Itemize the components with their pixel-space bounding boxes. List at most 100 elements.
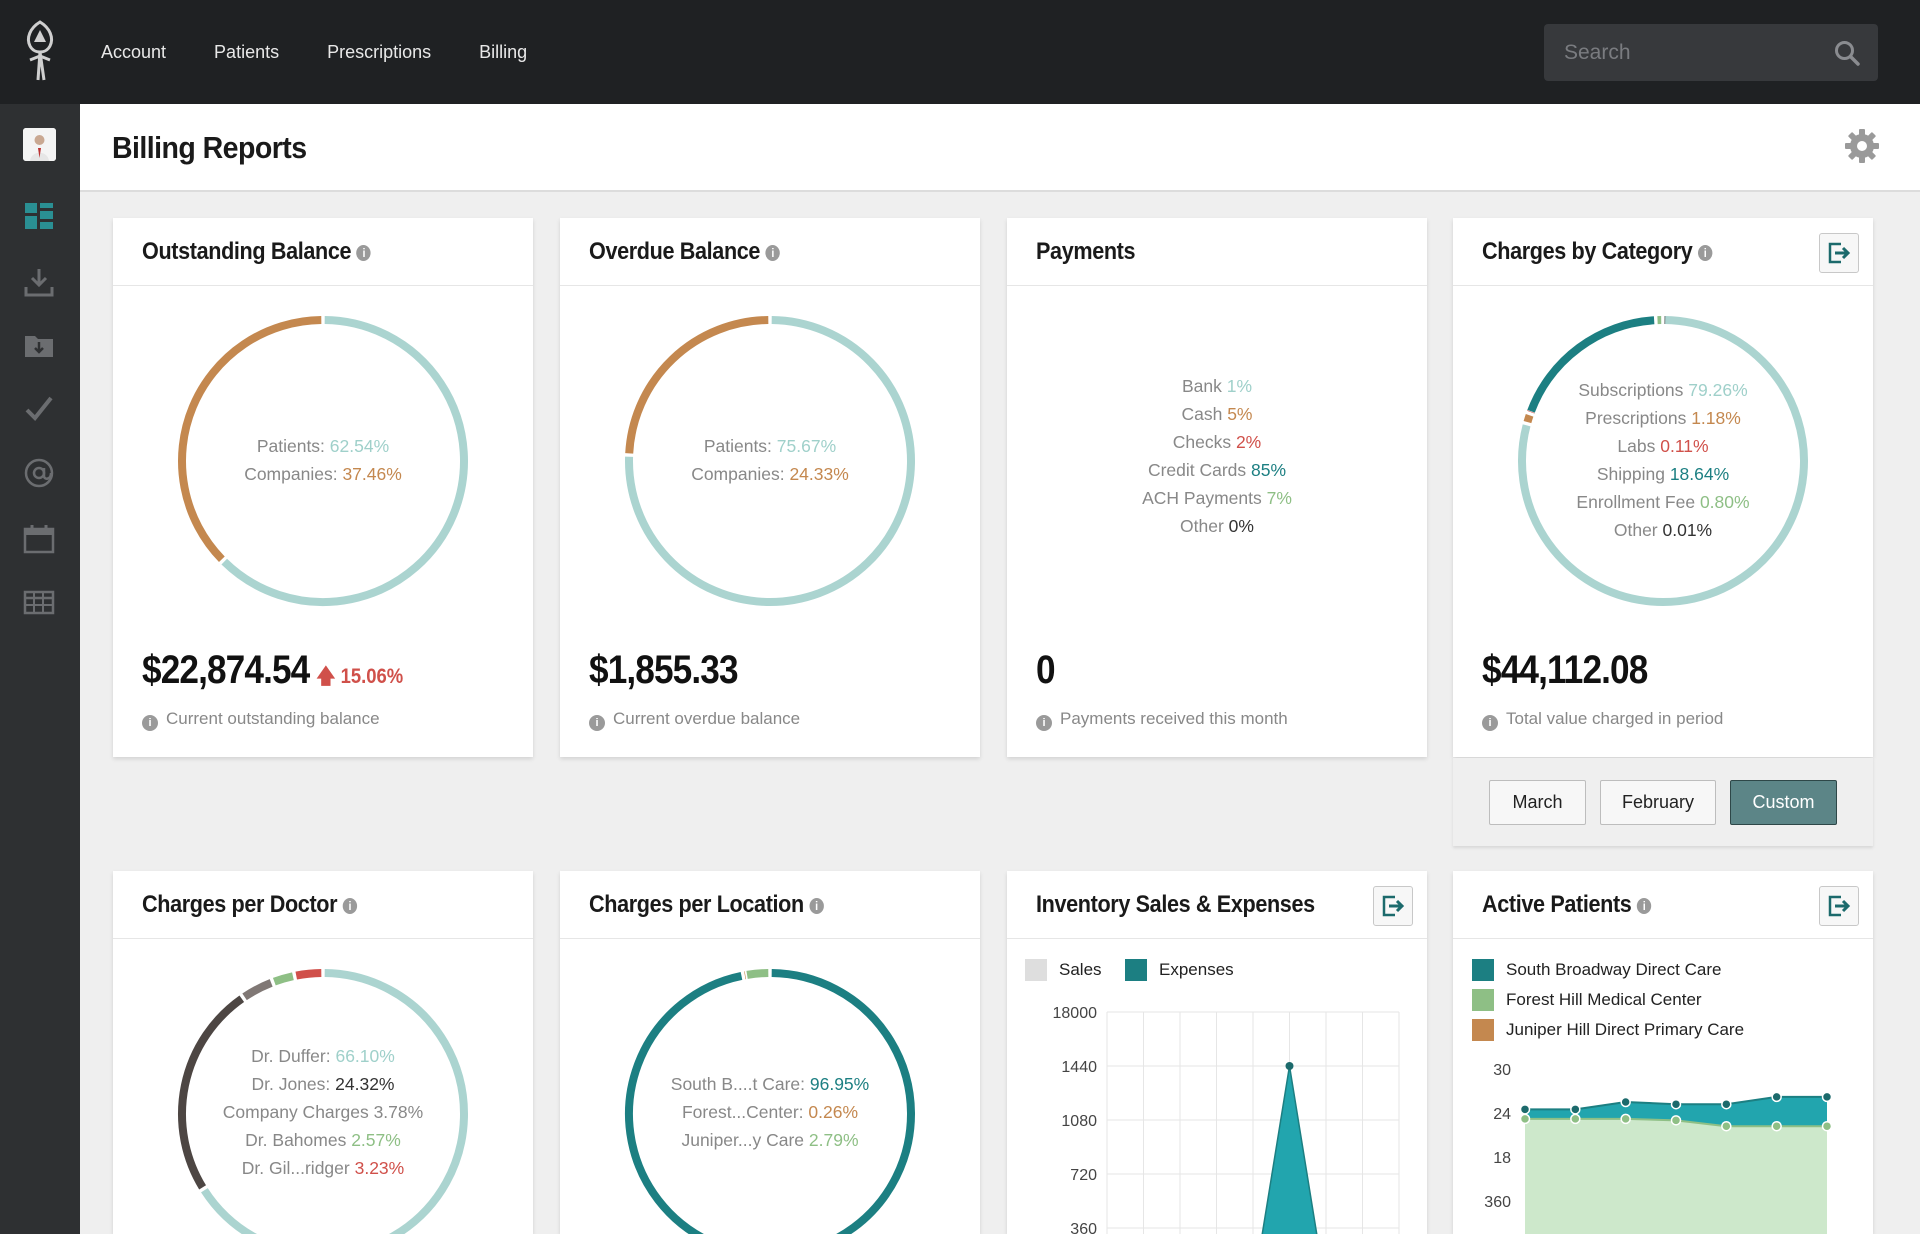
legend-item-sales[interactable]: Sales — [1025, 959, 1102, 981]
legend-row: Enrollment Fee 0.80% — [1453, 488, 1873, 516]
legend-row: Dr. Bahomes 2.57% — [113, 1126, 533, 1154]
data-point[interactable] — [1570, 1104, 1581, 1115]
legend-row: Dr. Jones: 24.32% — [113, 1070, 533, 1098]
calendar-icon[interactable] — [22, 522, 56, 556]
legend-value: 0.26% — [808, 1102, 859, 1122]
search-icon[interactable] — [1834, 40, 1860, 66]
table-icon[interactable] — [22, 585, 56, 619]
donut-slice[interactable] — [295, 969, 322, 980]
info-icon[interactable]: i — [809, 897, 824, 914]
period-button-february[interactable]: February — [1600, 780, 1716, 825]
legend-value: 24.32% — [335, 1074, 395, 1094]
avatar[interactable] — [23, 128, 56, 161]
info-icon[interactable]: i — [1636, 897, 1652, 914]
charges-per-location-donut — [560, 939, 980, 1234]
download-icon[interactable] — [22, 265, 56, 299]
outstanding-balance-donut — [113, 286, 533, 636]
card-title: Payments — [1036, 238, 1136, 265]
donut-slice[interactable] — [242, 979, 273, 1001]
search-box — [1544, 24, 1878, 81]
inventory-chart: 18000 1440 1080 720 360 — [1053, 1005, 1400, 1234]
data-point[interactable] — [1620, 1113, 1631, 1125]
info-icon[interactable]: i — [1697, 244, 1713, 261]
data-point[interactable] — [1620, 1096, 1631, 1108]
forest-hill-area[interactable] — [1525, 1118, 1827, 1234]
legend-item-expenses[interactable]: Expenses — [1125, 959, 1234, 981]
y-tick-label: 1080 — [1061, 1113, 1097, 1130]
donut-slice[interactable] — [1523, 414, 1534, 424]
caption: i Payments received this month — [1036, 709, 1288, 731]
period-button-custom[interactable]: Custom — [1730, 780, 1837, 825]
donut-slice[interactable] — [625, 969, 915, 1234]
data-point[interactable] — [1519, 1113, 1531, 1125]
legend-item-south-broadway[interactable]: South Broadway Direct Care — [1472, 959, 1721, 981]
outstanding-balance-value: $22,874.54 🡅 15.06% — [142, 648, 404, 692]
data-point[interactable] — [1519, 1104, 1531, 1115]
data-point[interactable] — [1670, 1098, 1682, 1110]
info-icon[interactable]: i — [342, 897, 357, 914]
legend-row: Companies: 24.33% — [560, 460, 980, 488]
gear-icon[interactable] — [1844, 128, 1880, 164]
period-button-march[interactable]: March — [1489, 780, 1586, 825]
inventory-sales-card: Inventory Sales & Expenses Sales Expense… — [1007, 871, 1427, 1234]
legend-label: Cash — [1181, 404, 1228, 424]
card-header: Charges by Category i — [1453, 218, 1873, 286]
donut-slice[interactable] — [746, 969, 769, 979]
legend-row: Credit Cards 85% — [1007, 456, 1427, 484]
legend-row: Shipping 18.64% — [1453, 460, 1873, 488]
data-point[interactable] — [1821, 1091, 1833, 1103]
legend-label: Checks — [1172, 432, 1236, 452]
donut-legend: Subscriptions 79.26% Prescriptions 1.18% L… — [1453, 376, 1873, 544]
folder-download-icon[interactable] — [22, 329, 56, 363]
nav-prescriptions[interactable]: Prescriptions — [327, 41, 432, 62]
legend-row: Patients: 62.54% — [113, 432, 533, 460]
donut-slice[interactable] — [272, 972, 294, 986]
export-button[interactable] — [1819, 886, 1859, 926]
nav-account[interactable]: Account — [101, 41, 167, 62]
data-point[interactable] — [1570, 1113, 1581, 1125]
data-point[interactable] — [1771, 1120, 1782, 1132]
search-input[interactable] — [1544, 24, 1824, 81]
legend-item-juniper-hill[interactable]: Juniper Hill Direct Primary Care — [1472, 1019, 1744, 1041]
donut-slice[interactable] — [1518, 316, 1808, 606]
info-icon[interactable]: i — [765, 244, 780, 261]
export-button[interactable] — [1819, 233, 1859, 273]
logo-icon[interactable] — [18, 20, 62, 82]
card-header: Overdue Balance i — [560, 218, 980, 286]
donut-slice[interactable] — [625, 316, 769, 454]
data-point[interactable] — [1771, 1091, 1782, 1103]
caption: i Total value charged in period — [1482, 709, 1723, 731]
data-point[interactable] — [1285, 1062, 1294, 1070]
data-point[interactable] — [1670, 1115, 1682, 1126]
data-point[interactable] — [1721, 1098, 1732, 1110]
export-button[interactable] — [1373, 886, 1413, 926]
legend-row: Prescriptions 1.18% — [1453, 404, 1873, 432]
donut-slice[interactable] — [178, 995, 245, 1190]
expenses-area[interactable] — [1253, 1065, 1326, 1234]
data-point[interactable] — [1821, 1120, 1833, 1132]
info-icon[interactable]: i — [356, 244, 371, 261]
dashboard-icon[interactable] — [22, 199, 56, 233]
check-icon[interactable] — [22, 392, 56, 426]
legend-row: ACH Payments 7% — [1007, 484, 1427, 512]
data-point[interactable] — [1721, 1120, 1732, 1132]
nav-billing[interactable]: Billing — [479, 41, 528, 62]
legend-item-forest-hill[interactable]: Forest Hill Medical Center — [1472, 989, 1702, 1011]
card-title: Charges per Doctor i — [142, 891, 357, 919]
donut-slice[interactable] — [201, 969, 468, 1234]
donut-slice[interactable] — [625, 316, 915, 606]
charges-by-category-value: $44,112.08 — [1482, 648, 1648, 692]
y-tick-label: 720 — [1070, 1167, 1097, 1184]
card-header: Charges per Location i — [560, 871, 980, 939]
legend-row: Other 0.01% — [1453, 516, 1873, 544]
donut-slice[interactable] — [221, 316, 468, 606]
legend-label: Dr. Gil...ridger — [241, 1158, 355, 1178]
charges-by-category-card: Charges by Category i Subscriptions 79.26… — [1453, 218, 1873, 757]
caption: i Current overdue balance — [589, 709, 800, 731]
nav-patients[interactable]: Patients — [214, 41, 280, 62]
donut-slice[interactable] — [1527, 316, 1655, 413]
at-icon[interactable] — [22, 456, 56, 490]
donut-slice[interactable] — [178, 316, 322, 563]
active-patients-card: Active Patients i South Broadway Direct C… — [1453, 871, 1873, 1234]
legend-row: Other 0% — [1007, 512, 1427, 540]
